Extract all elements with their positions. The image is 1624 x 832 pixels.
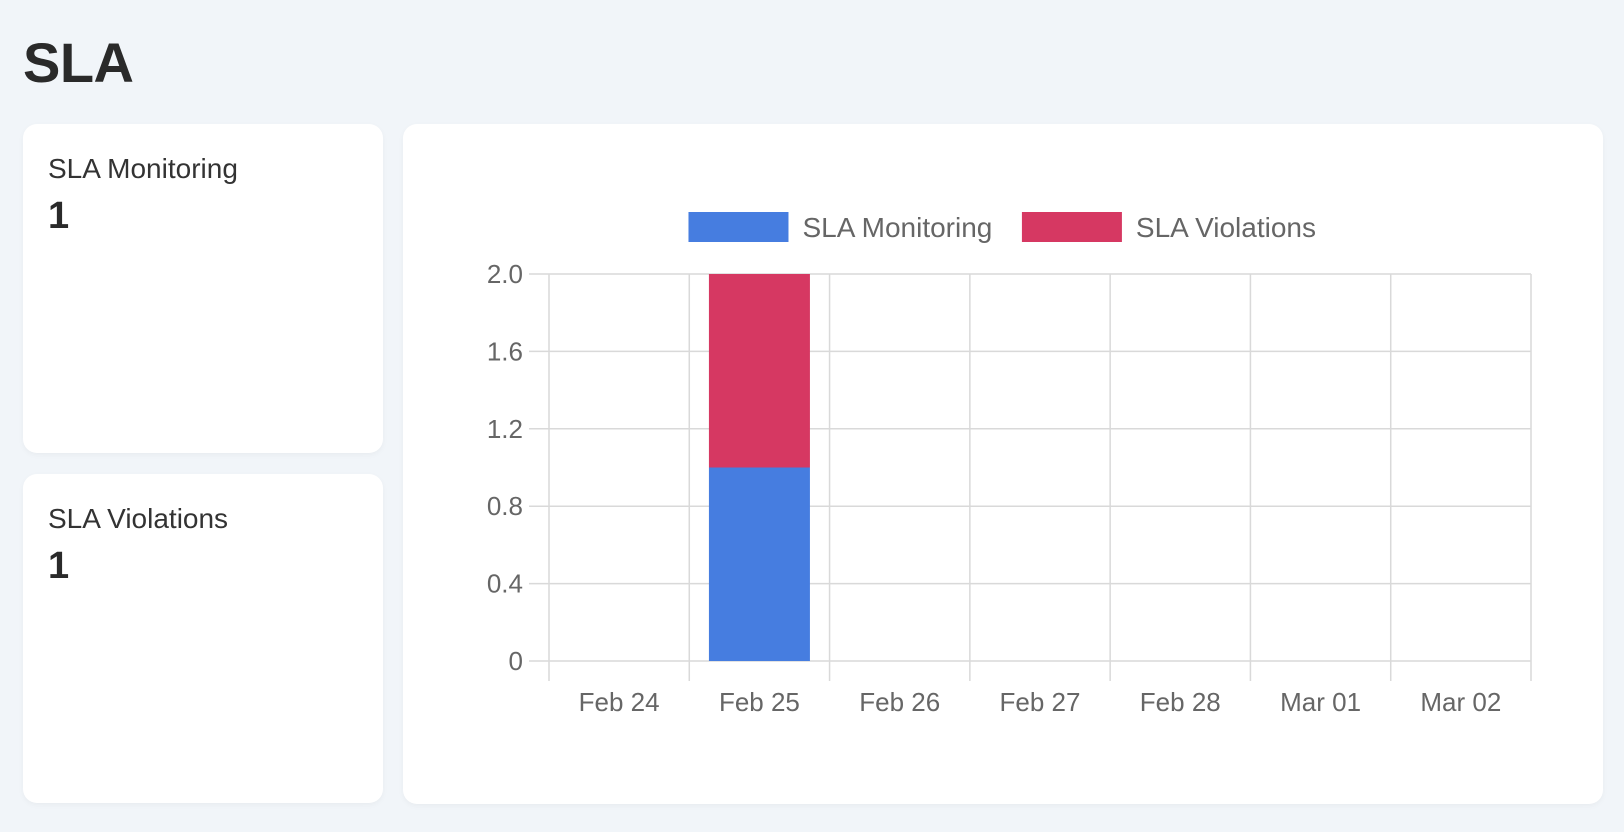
x-tick-label: Feb 28 [1140,687,1221,717]
y-tick-label: 0.4 [487,569,523,599]
page-title: SLA [23,31,134,94]
x-tick-label: Feb 25 [719,687,800,717]
y-tick-label: 0 [509,646,523,676]
x-tick-label: Feb 26 [859,687,940,717]
y-tick-label: 0.8 [487,491,523,521]
legend-label: SLA Monitoring [802,212,992,243]
sla-violations-value: 1 [48,544,70,587]
legend-swatch [1021,212,1122,242]
bar-sla-violations [708,274,810,468]
y-tick-label: 1.6 [487,336,523,366]
sla-violations-card: SLA Violations 1 [23,474,383,803]
legend-swatch [688,212,789,242]
x-tick-label: Feb 27 [1000,687,1081,717]
y-tick-label: 2.0 [487,259,523,289]
y-tick-label: 1.2 [487,414,523,444]
legend-label: SLA Violations [1136,212,1316,243]
sla-bar-chart: 0 0.4 0.8 1.2 1.6 2.0 Feb 24 Feb 25 Feb 26 Feb 27… [487,212,1532,717]
sla-chart-card: 0 0.4 0.8 1.2 1.6 2.0 Feb 24 Feb 25 Feb 26 Feb 27… [403,124,1603,804]
sla-monitoring-label: SLA Monitoring [48,153,238,184]
bar-sla-monitoring [708,467,810,661]
x-tick-label: Mar 01 [1280,687,1361,717]
x-tick-label: Feb 24 [579,687,660,717]
x-tick-label: Mar 02 [1420,687,1501,717]
sla-monitoring-card: SLA Monitoring 1 [23,124,383,453]
sla-monitoring-value: 1 [48,194,70,237]
sla-violations-label: SLA Violations [48,503,229,534]
